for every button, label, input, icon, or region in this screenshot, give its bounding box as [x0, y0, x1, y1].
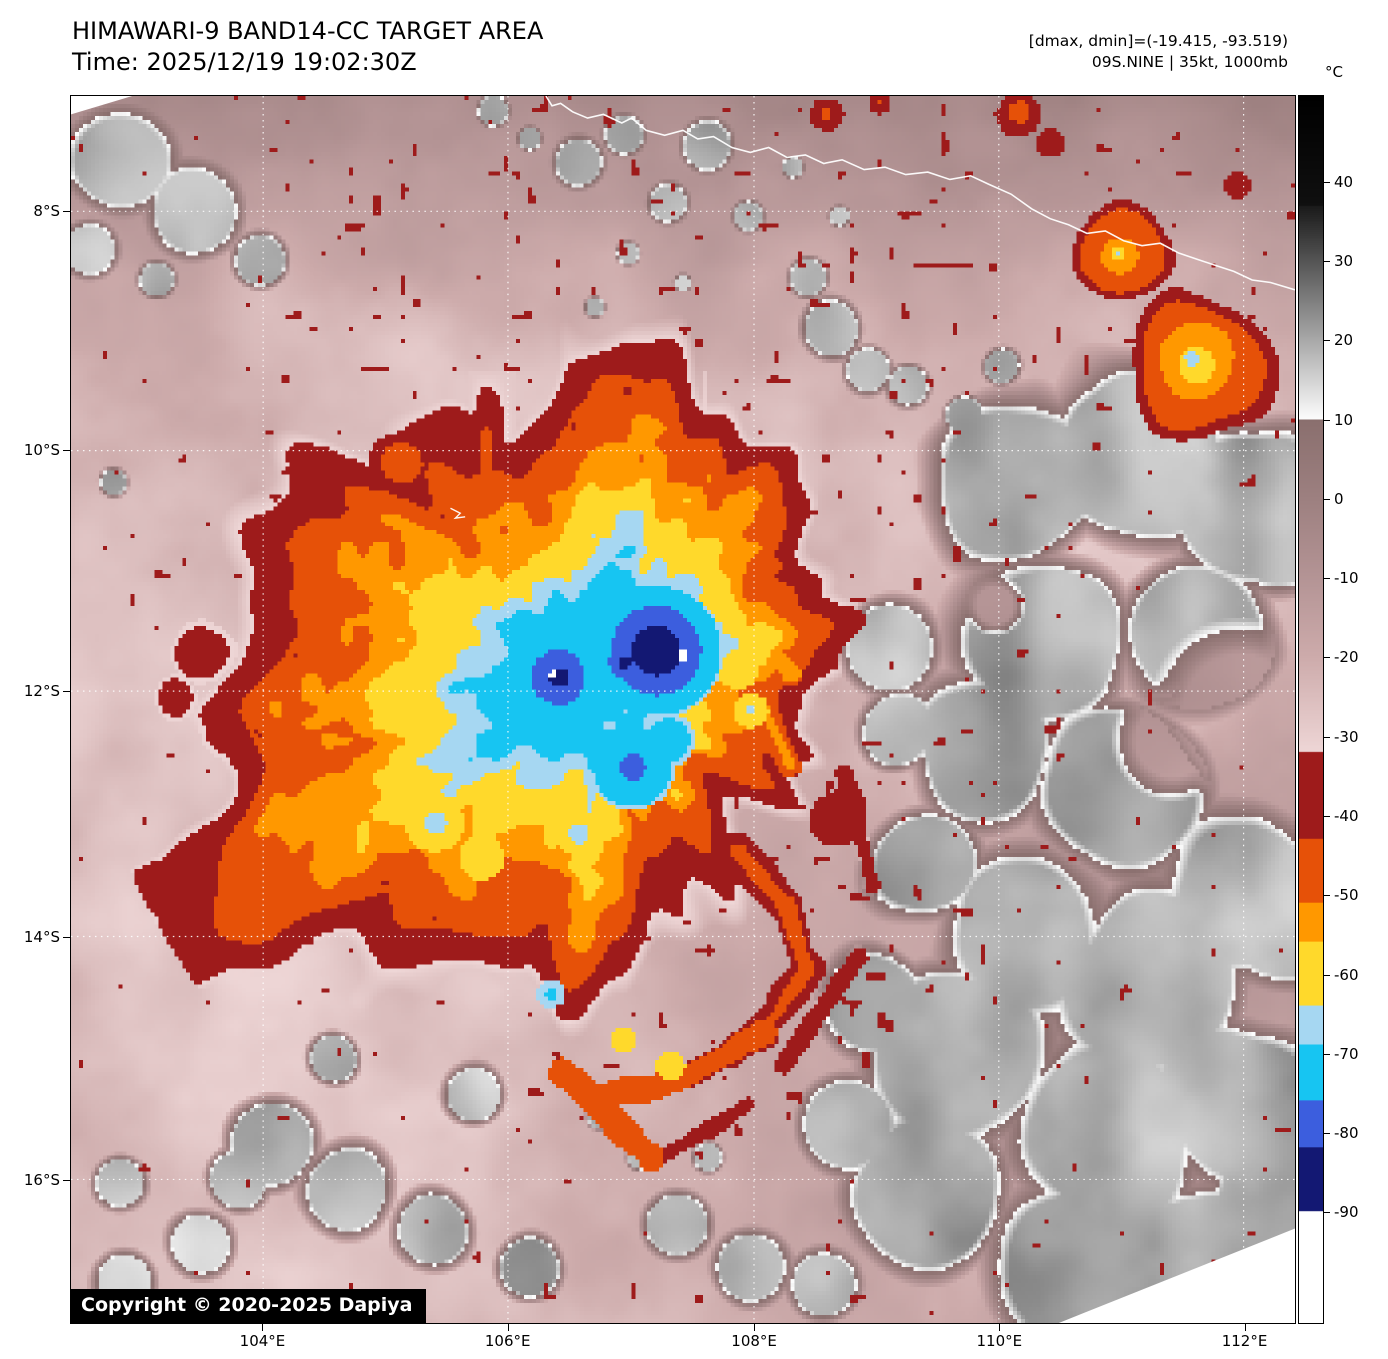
copyright-label: Copyright © 2020-2025 Dapiya [71, 1289, 427, 1323]
colorbar-tick-label: -50 [1334, 886, 1359, 905]
lon-axis-label: 104°E [239, 1332, 286, 1350]
title-block: HIMAWARI-9 BAND14-CC TARGET AREA Time: 2… [72, 16, 543, 78]
lon-axis-tick [754, 1324, 756, 1331]
colorbar-tick [1324, 419, 1330, 421]
lat-axis-tick [63, 1180, 70, 1182]
product-time: Time: 2025/12/19 19:02:30Z [72, 48, 417, 76]
no-data-wedge [1058, 1228, 1295, 1323]
coastline-line [545, 96, 1295, 291]
colorbar-tick-label: -90 [1334, 1203, 1359, 1222]
colorbar-tick [1324, 498, 1330, 500]
lat-axis-label: 10°S [23, 441, 60, 460]
colorbar-tick [1324, 974, 1330, 976]
colorbar-unit-label: °C [1325, 63, 1343, 81]
lat-axis-tick [63, 210, 70, 212]
lon-axis-label: 110°E [976, 1332, 1023, 1350]
colorbar-tick-label: 10 [1334, 410, 1354, 429]
colorbar-tick [1324, 657, 1330, 659]
colorbar-tick [1324, 736, 1330, 738]
lon-axis-label: 106°E [484, 1332, 531, 1350]
lon-axis-label: 108°E [731, 1332, 777, 1350]
colorbar-tick [1324, 578, 1330, 580]
colorbar-tick [1324, 895, 1330, 897]
colorbar-tick-label: -70 [1334, 1044, 1359, 1063]
colorbar-tick [1324, 815, 1330, 817]
colorbar: 40 30 20 10 0 -10 -20 -30 -40 -50 -60 -70 -80 -90 [1298, 95, 1359, 1324]
info-block: [dmax, dmin]=(-19.415, -93.519) 09S.NINE… [1029, 31, 1288, 73]
colorbar-tick [1324, 1133, 1330, 1135]
colorbar-tick-label: -60 [1334, 965, 1359, 984]
colorbar-tick-label: -10 [1334, 569, 1359, 588]
colorbar-tick-label: 40 [1334, 172, 1354, 191]
lat-axis-label: 8°S [33, 201, 60, 220]
lat-axis-label: 16°S [23, 1171, 60, 1190]
lon-axis-tick [262, 1324, 264, 1331]
colorbar-tick-label: -40 [1334, 806, 1359, 825]
dmax-dmin-readout: [dmax, dmin]=(-19.415, -93.519) [1028, 32, 1288, 50]
satellite-map: Copyright © 2020-2025 Dapiya [70, 95, 1296, 1324]
island-coastline [450, 507, 466, 520]
map-overlay [71, 96, 1295, 1323]
storm-info: 09S.NINE | 35kt, 1000mb [1091, 53, 1288, 71]
colorbar-tick [1324, 260, 1330, 262]
colorbar-tick-label: -20 [1334, 648, 1359, 667]
colorbar-tick [1324, 1212, 1330, 1214]
colorbar-tick-label: 30 [1334, 251, 1354, 270]
no-data-wedge [71, 96, 133, 115]
lat-axis-tick [63, 936, 70, 938]
colorbar-tick-label: 20 [1334, 331, 1354, 350]
colorbar-tick-label: -80 [1334, 1124, 1359, 1143]
satellite-image-canvas [71, 96, 1295, 1323]
lon-axis-tick [1244, 1324, 1246, 1331]
lat-axis-label: 14°S [23, 927, 60, 946]
colorbar-tick [1324, 340, 1330, 342]
colorbar-tick-label: -30 [1334, 727, 1359, 746]
lat-axis-label: 12°S [23, 682, 60, 701]
colorbar-tick-label: 0 [1334, 489, 1344, 508]
colorbar-gradient [1299, 96, 1323, 1323]
lon-axis-tick [507, 1324, 509, 1331]
lon-axis-tick [999, 1324, 1001, 1331]
lat-axis-tick [63, 450, 70, 452]
colorbar-tick [1324, 1053, 1330, 1055]
colorbar-tick [1324, 181, 1330, 183]
lat-axis-tick [63, 691, 70, 693]
product-title: HIMAWARI-9 BAND14-CC TARGET AREA [72, 17, 544, 45]
lon-axis-label: 112°E [1221, 1332, 1268, 1350]
